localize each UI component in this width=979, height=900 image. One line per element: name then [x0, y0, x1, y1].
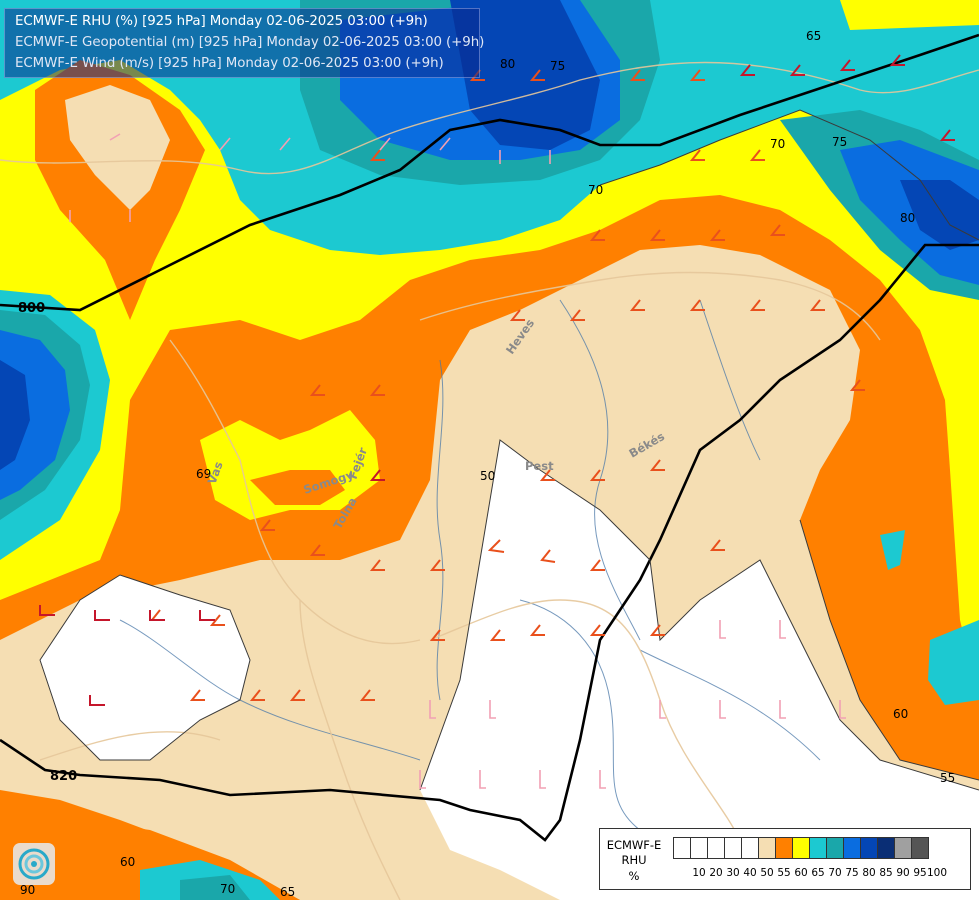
legend-swatch — [911, 837, 929, 859]
legend-tick-label: 60 — [794, 867, 808, 879]
legend-tick-label: 70 — [828, 867, 842, 879]
geopotential-isolines — [0, 33, 979, 842]
legend-tick-label: 40 — [743, 867, 757, 879]
legend-tick-label: 20 — [709, 867, 723, 879]
rhu-contour-label-60b: 60 — [120, 855, 135, 869]
legend-tick-label: 30 — [726, 867, 740, 879]
legend-tick-label: 10 — [692, 867, 706, 879]
rhu-70-east-region — [928, 620, 979, 705]
title-rhu: ECMWF-E RHU (%) [925 hPa] Monday 02-06-2… — [15, 14, 428, 29]
rhu-contour-label-70b: 70 — [770, 137, 785, 151]
legend-tick-label: 95 — [913, 867, 927, 879]
contour-label-group: 800 820 50 55 60 60 65 65 69 70 70 70 75… — [18, 29, 955, 899]
rhu-contour-label-70a: 70 — [588, 183, 603, 197]
rhu-contour-label-80a: 80 — [500, 57, 515, 71]
rhu-contour-label-65b: 65 — [280, 885, 295, 899]
legend-swatch — [673, 837, 691, 859]
rhu-contour-label-55: 55 — [940, 771, 955, 785]
legend-swatch — [724, 837, 742, 859]
legend-swatch — [707, 837, 725, 859]
legend-unit: % — [628, 869, 640, 883]
ecmwf-logo — [13, 843, 55, 885]
rhu-85-north-region — [450, 0, 600, 150]
rhu-75-south-region — [180, 875, 250, 900]
rhu-contour-label-65a: 65 — [806, 29, 821, 43]
legend-swatch — [775, 837, 793, 859]
rhu-contour-label-50a: 50 — [480, 469, 495, 483]
rhu-contour-label-60a: 60 — [893, 707, 908, 721]
legend-tick-label: 90 — [896, 867, 910, 879]
legend-swatch — [792, 837, 810, 859]
ecmwf-logo-icon — [18, 848, 50, 880]
wind-barbs-red — [39, 54, 955, 706]
legend-swatch — [741, 837, 759, 859]
map-title-box: ECMWF-E RHU (%) [925 hPa] Monday 02-06-2… — [4, 8, 484, 78]
geopotential-label-800: 800 — [18, 301, 45, 316]
title-geopotential: ECMWF-E Geopotential (m) [925 hPa] Monda… — [15, 35, 485, 50]
rhu-contour-label-75b: 75 — [832, 135, 847, 149]
rhu-50-west-white-region — [40, 575, 250, 760]
rhu-55-northwest-region — [65, 85, 170, 210]
legend-tick-row: 10 20 30 40 50 55 60 65 70 75 80 85 90 95 100 — [682, 867, 972, 881]
rhu-80-northeast-region — [840, 140, 979, 285]
legend-tick-label: 65 — [811, 867, 825, 879]
legend-swatch-row — [673, 837, 929, 859]
rhu-contour-label-75a: 75 — [550, 59, 565, 73]
geopotential-label-820: 820 — [50, 769, 77, 784]
legend-swatch — [758, 837, 776, 859]
legend-tick-label: 50 — [760, 867, 774, 879]
legend-tick-label: 75 — [845, 867, 859, 879]
rhu-70-east-small-region — [880, 530, 905, 570]
rhu-contour-label-70c: 70 — [220, 882, 235, 896]
rhu-contour-lines — [39, 109, 979, 791]
legend-tick-label: 55 — [777, 867, 791, 879]
wind-barbs-orange — [149, 69, 865, 701]
rhu-85-west-region — [0, 360, 30, 470]
legend-swatch — [877, 837, 895, 859]
legend-swatch — [894, 837, 912, 859]
rhu-legend: ECMWF-E RHU % 10 20 30 40 50 55 60 65 70 75 80 85 90… — [599, 828, 971, 890]
rhu-85-northeast-region — [900, 180, 979, 250]
legend-tick-label: 85 — [879, 867, 893, 879]
legend-model-name: ECMWF-E — [606, 838, 662, 852]
borders — [0, 61, 979, 900]
legend-swatch — [826, 837, 844, 859]
legend-swatch — [690, 837, 708, 859]
legend-tick-label: 100 — [926, 867, 948, 879]
rhu-contour-label-90: 90 — [20, 883, 35, 897]
rhu-contour-label-69: 69 — [196, 467, 211, 481]
rhu-contour-label-80b: 80 — [900, 211, 915, 225]
legend-swatch — [809, 837, 827, 859]
legend-variable-name: RHU — [621, 853, 647, 867]
rhu-60-inner-region — [250, 470, 345, 505]
title-wind: ECMWF-E Wind (m/s) [925 hPa] Monday 02-0… — [15, 56, 444, 71]
legend-swatch — [843, 837, 861, 859]
legend-tick-label: 80 — [862, 867, 876, 879]
legend-swatch — [860, 837, 878, 859]
place-label-pest: Pest — [525, 459, 554, 473]
rhu-50-east-white-region — [420, 440, 979, 900]
